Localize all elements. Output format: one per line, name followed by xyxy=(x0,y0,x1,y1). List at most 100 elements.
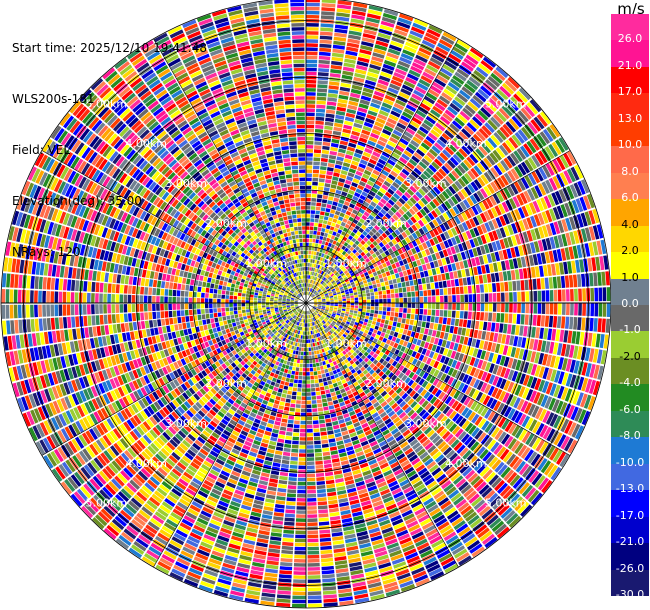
velocity-gate xyxy=(462,232,469,241)
velocity-gate xyxy=(384,212,392,220)
velocity-gate xyxy=(388,234,394,241)
velocity-gate xyxy=(505,334,511,345)
velocity-gate xyxy=(382,12,397,21)
velocity-gate xyxy=(412,261,418,268)
velocity-gate xyxy=(366,292,371,297)
velocity-gate xyxy=(452,205,460,215)
velocity-gate xyxy=(307,538,319,543)
velocity-gate xyxy=(344,116,355,122)
velocity-gate xyxy=(268,398,275,403)
velocity-gate xyxy=(368,230,375,237)
velocity-gate xyxy=(306,112,315,117)
velocity-gate xyxy=(390,133,401,141)
velocity-gate xyxy=(349,293,354,296)
velocity-gate xyxy=(271,390,278,396)
velocity-gate xyxy=(442,112,453,122)
velocity-gate xyxy=(319,386,325,391)
velocity-gate xyxy=(421,250,427,258)
velocity-gate xyxy=(483,157,493,168)
velocity-gate xyxy=(516,314,521,325)
velocity-gate xyxy=(541,290,546,302)
velocity-gate xyxy=(383,98,394,106)
velocity-gate xyxy=(452,137,463,147)
velocity-gate xyxy=(505,303,509,313)
velocity-gate xyxy=(290,452,299,457)
velocity-gate xyxy=(479,393,487,404)
velocity-gate xyxy=(524,449,534,462)
velocity-gate xyxy=(370,292,375,296)
velocity-gate xyxy=(341,280,346,285)
velocity-gate xyxy=(375,231,381,238)
velocity-gate xyxy=(478,63,491,75)
velocity-gate xyxy=(314,379,319,384)
velocity-gate xyxy=(375,244,381,250)
velocity-gate xyxy=(393,342,399,349)
velocity-gate xyxy=(415,230,422,238)
velocity-gate xyxy=(444,365,451,374)
velocity-gate xyxy=(581,273,586,287)
velocity-gate xyxy=(334,474,344,479)
velocity-gate xyxy=(387,140,397,148)
velocity-gate xyxy=(495,354,502,365)
velocity-gate xyxy=(439,242,446,250)
velocity-gate xyxy=(306,145,314,149)
velocity-gate xyxy=(344,247,349,253)
velocity-gate xyxy=(370,324,375,329)
velocity-gate xyxy=(352,156,361,163)
velocity-gate xyxy=(396,277,401,283)
velocity-gate xyxy=(411,291,415,297)
velocity-gate xyxy=(312,285,315,289)
velocity-gate xyxy=(436,139,447,148)
velocity-gate xyxy=(409,185,417,193)
velocity-gate xyxy=(521,431,531,444)
velocity-gate xyxy=(328,89,339,94)
velocity-gate xyxy=(477,330,483,339)
velocity-gate xyxy=(416,339,422,346)
velocity-gate xyxy=(406,188,415,196)
velocity-gate xyxy=(293,424,300,429)
velocity-gate xyxy=(455,151,465,161)
velocity-gate xyxy=(497,416,507,428)
velocity-gate xyxy=(463,311,468,319)
velocity-gate xyxy=(414,179,423,188)
velocity-gate xyxy=(291,448,299,453)
velocity-gate xyxy=(435,309,440,317)
velocity-gate xyxy=(311,396,317,400)
velocity-gate xyxy=(310,288,313,292)
velocity-gate xyxy=(336,290,341,293)
velocity-gate xyxy=(306,437,314,441)
velocity-gate xyxy=(370,173,379,180)
velocity-gate xyxy=(560,275,566,288)
velocity-gate xyxy=(426,64,439,74)
velocity-gate xyxy=(373,183,381,190)
velocity-gate xyxy=(429,201,437,209)
velocity-gate xyxy=(549,341,555,354)
velocity-gate xyxy=(498,144,509,156)
velocity-gate xyxy=(316,231,321,236)
velocity-gate xyxy=(387,209,395,217)
velocity-gate xyxy=(443,375,451,384)
velocity-gate xyxy=(317,84,328,89)
velocity-gate xyxy=(458,353,464,362)
velocity-gate xyxy=(328,311,332,315)
velocity-gate xyxy=(329,271,333,276)
velocity-gate xyxy=(346,298,351,301)
velocity-gate xyxy=(494,272,500,282)
velocity-gate xyxy=(401,84,414,93)
velocity-gate xyxy=(333,544,345,549)
velocity-gate xyxy=(292,432,300,437)
velocity-gate xyxy=(395,303,399,308)
velocity-gate xyxy=(549,303,554,315)
velocity-gate xyxy=(347,327,352,332)
velocity-gate xyxy=(321,565,334,571)
velocity-gate xyxy=(423,296,428,303)
velocity-gate xyxy=(344,287,348,291)
velocity-gate xyxy=(357,57,370,63)
velocity-gate xyxy=(272,403,279,409)
velocity-gate xyxy=(441,132,452,142)
velocity-gate xyxy=(377,211,384,218)
velocity-gate xyxy=(374,325,379,330)
velocity-gate xyxy=(541,181,550,194)
velocity-gate xyxy=(486,154,496,166)
velocity-gate xyxy=(409,97,421,106)
